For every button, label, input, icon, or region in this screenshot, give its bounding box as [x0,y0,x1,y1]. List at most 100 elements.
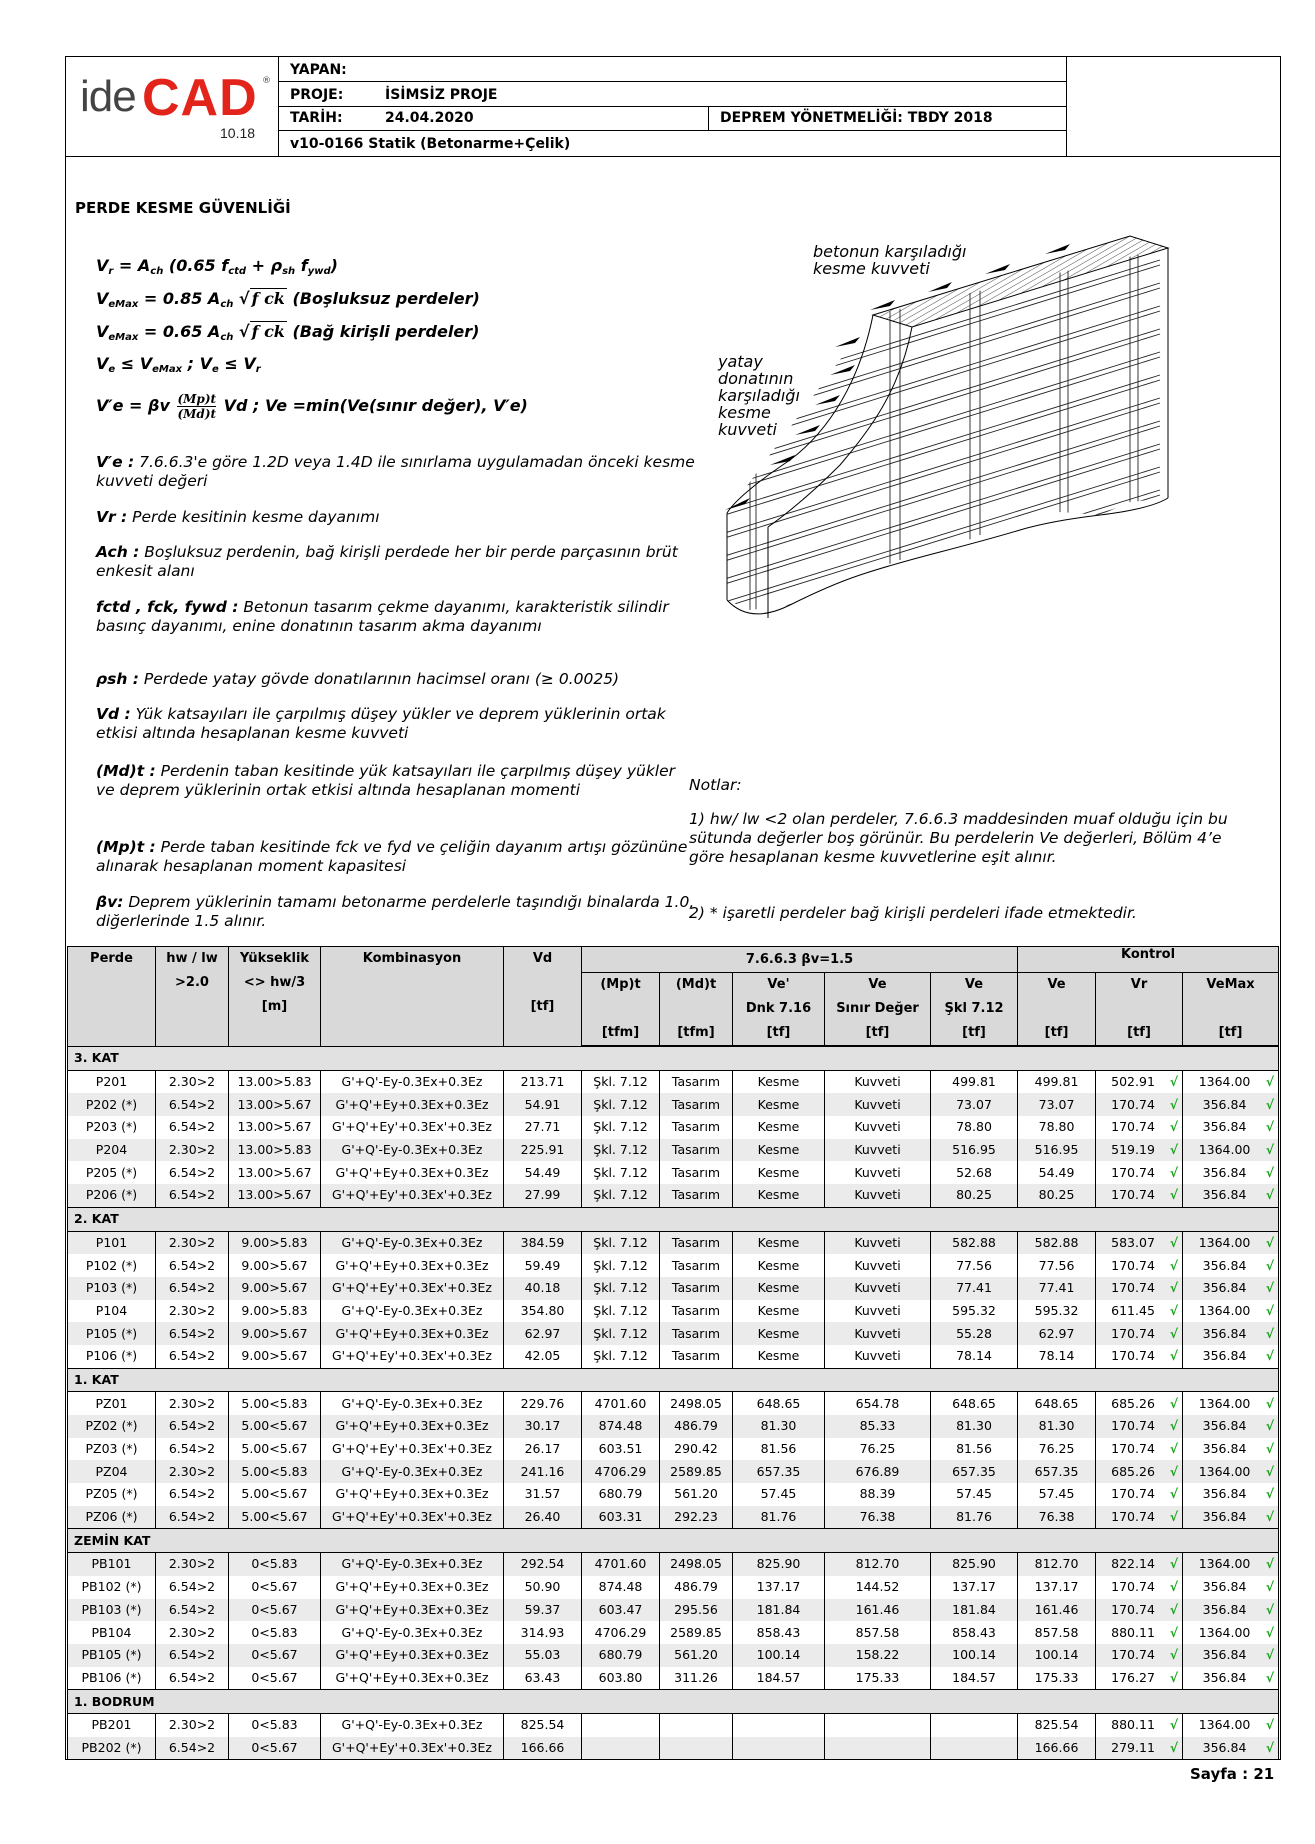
cell-value: 170.74 [1111,1280,1155,1296]
cell-2: 0<5.67 [228,1666,321,1690]
cell-value: 356.84 [1202,1486,1247,1502]
cell-2: 13.00>5.83 [228,1070,321,1094]
cell-4: 50.90 [503,1575,582,1599]
formula-part: V [96,322,109,341]
cell-8: 175.33 [824,1666,931,1690]
cell-7: 657.35 [732,1460,825,1484]
column-header-line: (Md)t [675,977,717,992]
horizontal-rebar [727,333,1161,471]
cell-7 [732,1713,825,1737]
check-icon: √ [1169,1739,1179,1755]
column-header-line: Ve [868,977,887,992]
formula-part: (0.65 f [163,256,229,275]
crack-line-inner [767,326,913,528]
cell-9: 77.41 [929,1276,1018,1300]
cell-8: Kuvveti [824,1093,931,1117]
cell-value: 170.74 [1111,1418,1155,1434]
cell-value: 519.19 [1111,1142,1155,1158]
cell-12: 356.84 √ [1182,1254,1279,1277]
cell-value: 880.11 [1111,1717,1155,1733]
column-header-line: [tfm] [677,1025,715,1040]
cell-12: 1364.00 √ [1182,1138,1279,1162]
formula-part: f ck [249,321,287,341]
cell-12: 1364.00 √ [1182,1070,1279,1094]
cell-1: 6.54>2 [155,1093,229,1117]
column-header: Kombinasyon [320,946,504,1046]
column-header-line: hw / lw [166,951,218,966]
cell-9: 516.95 [929,1138,1018,1162]
cell-2: 9.00>5.67 [228,1344,321,1369]
arrow-icon [725,498,750,510]
formula-part: r [108,266,114,277]
check-icon: √ [1169,1074,1179,1090]
cell-5: Şkl. 7.12 [581,1138,660,1162]
cell-1: 6.54>2 [155,1483,229,1506]
cell-0: PB105 (*) [67,1643,156,1667]
cell-value: 356.84 [1202,1579,1247,1595]
cell-value: 611.45 [1111,1302,1155,1318]
cell-11: 611.45 √ [1095,1299,1183,1323]
cell-3: G'+Q'-Ey-0.3Ex+0.3Ez [320,1299,504,1323]
formula-part: r [255,364,261,375]
cell-7: Kesme [732,1299,825,1323]
column-header-line [68,995,155,1019]
cell-4: 825.54 [503,1713,582,1737]
cell-10: 80.25 [1017,1184,1096,1208]
symbol: Ach : [96,543,140,561]
check-icon: √ [1265,1647,1275,1663]
symbol-description: βv: Deprem yüklerinin tamamı betonarme p… [96,893,696,931]
cell-value: 685.26 [1111,1395,1155,1411]
cell-2: 0<5.83 [228,1621,321,1644]
table-row: PB103 (*) 6.54>2 0<5.67 G'+Q'+Ey+0.3Ex+0.3E… [67,1598,1279,1622]
cell-3: G'+Q'+Ey+0.3Ex+0.3Ez [320,1598,504,1622]
formula-part: eMax [108,332,139,343]
formula-part: ; V [182,354,212,373]
cell-10: 81.30 [1017,1415,1096,1438]
cell-2: 0<5.67 [228,1575,321,1599]
cell-2: 0<5.67 [228,1598,321,1622]
cell-6: Tasarım [659,1161,733,1185]
column-header: (Md)t [tfm] [659,972,733,1047]
cell-3: G'+Q'-Ey-0.3Ex+0.3Ez [320,1070,504,1094]
header-row-line [278,81,1066,82]
note-2: 2) * işaretli perdeler bağ kirişli perde… [689,904,1137,922]
formula-part: + ρ [246,256,283,275]
cell-12: 1364.00 √ [1182,1460,1279,1484]
column-header-line: Sınır Değer [836,1001,919,1016]
formula-part: ywd [307,266,331,277]
cell-11: 170.74 √ [1095,1184,1183,1208]
cell-9: 499.81 [929,1070,1018,1094]
description-text: Boşluksuz perdenin, bağ kirişli perdede … [96,543,678,580]
cell-1: 2.30>2 [155,1138,229,1162]
cell-4: 384.59 [503,1231,582,1255]
cell-9: 80.25 [929,1184,1018,1208]
table-row: P106 (*) 6.54>2 9.00>5.67 G'+Q'+Ey'+0.3Ex'+… [67,1344,1279,1369]
cell-3: G'+Q'+Ey+0.3Ex+0.3Ez [320,1254,504,1277]
symbol-description: ρsh : Perdede yatay gövde donatılarının … [96,670,696,689]
formula-part: ch [220,299,234,310]
cell-2: 9.00>5.67 [228,1254,321,1277]
section-row: 2. KAT [66,1206,1279,1232]
registered-icon: ® [262,76,271,86]
column-header-line [321,995,503,1019]
column-header-line: Ve [964,977,984,992]
cell-12: 356.84 √ [1182,1344,1279,1369]
cell-8 [824,1713,931,1737]
cell-11: 685.26 √ [1095,1391,1183,1415]
proje-label: PROJE: [290,87,344,103]
section-title: 1. BODRUM [66,1689,1279,1714]
column-header-line: Ve [1047,977,1066,992]
column-header: (Mp)t [tfm] [581,972,660,1047]
cell-9: 100.14 [929,1643,1018,1667]
cell-3: G'+Q'+Ey+0.3Ex+0.3Ez [320,1093,504,1117]
check-icon: √ [1265,1234,1275,1250]
check-icon: √ [1265,1142,1275,1158]
cell-10: 175.33 [1017,1666,1096,1690]
cell-5 [581,1713,660,1737]
column-header-line [156,995,228,1019]
horizontal-rebar [727,420,1161,558]
cell-value: 170.74 [1111,1119,1155,1135]
fraction-numerator: (Mp)t [177,392,217,407]
shear-safety-table: Perde hw / lw >2.0 Yükseklik <> hw/3 [m] Kombi… [66,946,1280,1761]
cell-12: 1364.00 √ [1182,1231,1279,1255]
